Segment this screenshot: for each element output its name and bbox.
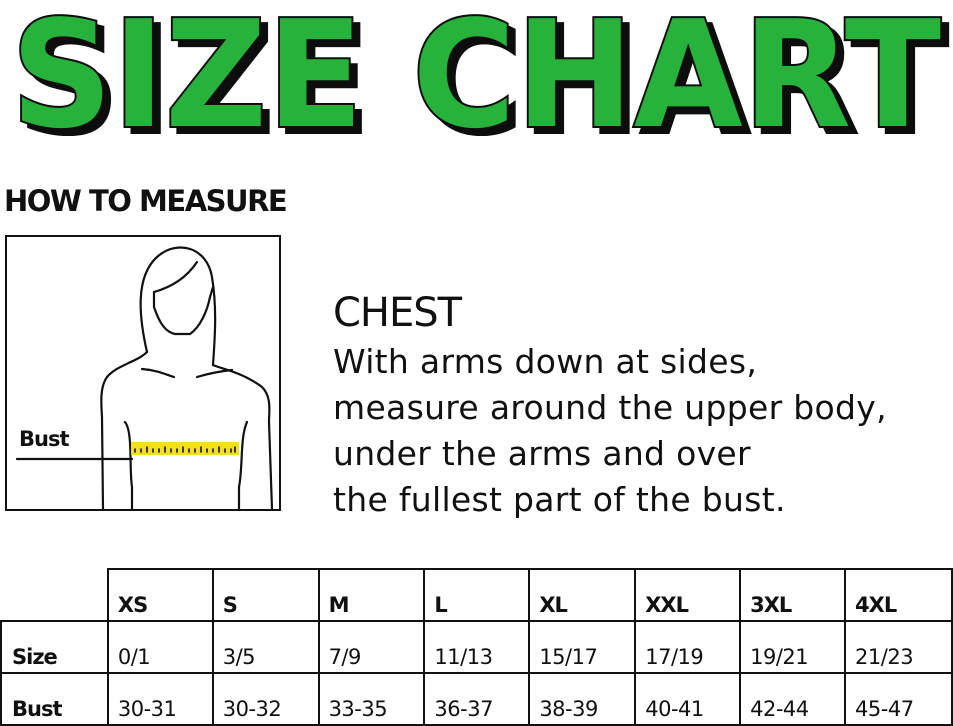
measuring-tape-icon <box>131 442 239 455</box>
chest-instruction-line: With arms down at sides, <box>333 342 758 381</box>
chest-heading: CHEST <box>333 290 462 336</box>
chest-instruction-line: under the arms and over <box>333 434 751 473</box>
table-cell: 45-47 <box>844 672 953 726</box>
column-header: 4XL <box>844 568 953 622</box>
empty-corner-cell <box>1 569 108 621</box>
how-to-measure-heading: HOW TO MEASURE <box>4 184 288 218</box>
woman-silhouette-icon <box>15 246 274 511</box>
table-row: Size 0/1 3/5 7/9 11/13 15/17 17/19 19/21… <box>0 620 953 674</box>
column-header: XS <box>106 568 214 622</box>
column-header: M <box>317 568 426 622</box>
measure-figure: Bust <box>5 235 281 511</box>
column-header: 3XL <box>739 568 847 622</box>
row-label: Bust <box>0 672 109 726</box>
table-cell: 21/23 <box>844 620 953 674</box>
table-cell: 19/21 <box>739 620 847 674</box>
table-header-row: XS S M L XL XXL 3XL 4XL <box>1 568 953 622</box>
chest-instruction-line: measure around the upper body, <box>333 388 887 427</box>
bust-label: Bust <box>19 427 69 451</box>
table-cell: 17/19 <box>634 620 742 674</box>
size-chart-title: SIZE CHART <box>0 0 953 163</box>
table-cell: 30-32 <box>211 672 320 726</box>
table-cell: 3/5 <box>211 620 320 674</box>
column-header: S <box>211 568 320 622</box>
table-cell: 0/1 <box>106 620 214 674</box>
table-cell: 36-37 <box>423 672 531 726</box>
table-cell: 7/9 <box>317 620 426 674</box>
title-text: SIZE CHART <box>11 0 941 136</box>
table-cell: 40-41 <box>634 672 742 726</box>
size-table: XS S M L XL XXL 3XL 4XL Size 0/1 3/5 7/9… <box>0 568 953 726</box>
table-row: Bust 30-31 30-32 33-35 36-37 38-39 40-41… <box>0 672 953 726</box>
table-cell: 30-31 <box>106 672 214 726</box>
table-cell: 11/13 <box>423 620 531 674</box>
chest-instruction-line: the fullest part of the bust. <box>333 480 786 519</box>
table-cell: 33-35 <box>317 672 426 726</box>
table-cell: 42-44 <box>739 672 847 726</box>
table-cell: 38-39 <box>528 672 637 726</box>
table-cell: 15/17 <box>528 620 637 674</box>
row-label: Size <box>0 620 109 674</box>
column-header: XXL <box>634 568 742 622</box>
column-header: XL <box>528 568 637 622</box>
column-header: L <box>423 568 531 622</box>
